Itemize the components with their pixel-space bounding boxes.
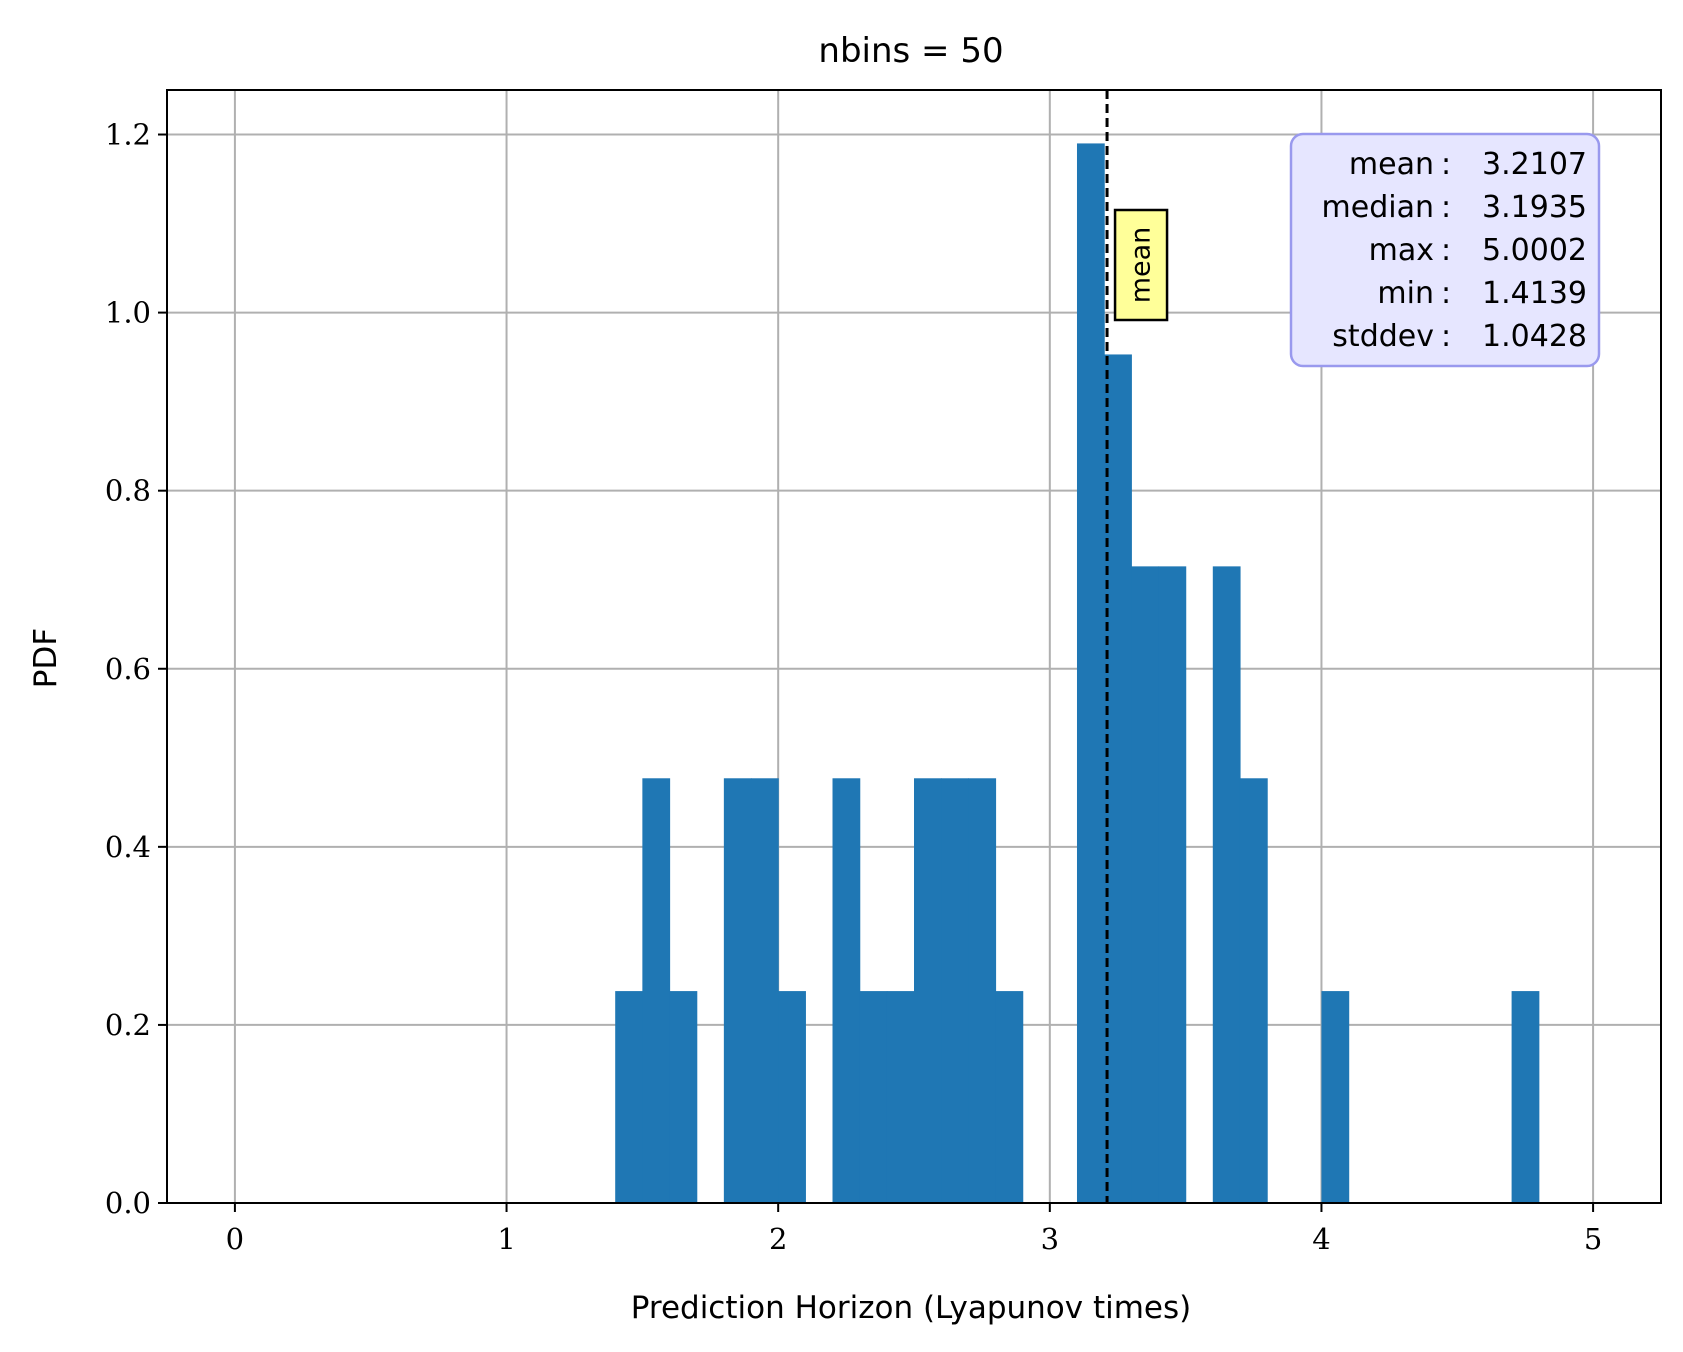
x-axis-label: Prediction Horizon (Lyapunov times)	[631, 1290, 1192, 1326]
histogram-bar	[914, 778, 942, 1203]
histogram-bar	[968, 778, 997, 1203]
histogram-bar	[1076, 143, 1105, 1204]
mean-label-box	[1113, 208, 1169, 322]
stats-colon: :	[1441, 190, 1451, 225]
grid	[167, 90, 1661, 1204]
histogram-bar	[1321, 991, 1350, 1203]
plot-frame	[166, 89, 1662, 1204]
x-tick-label: 4	[1312, 1222, 1330, 1256]
histogram-bar	[1511, 991, 1540, 1203]
x-tick-label: 2	[769, 1222, 787, 1256]
histogram-bar	[1104, 354, 1132, 1203]
mean-label-text: mean	[1126, 227, 1157, 304]
histogram-bar	[1212, 566, 1241, 1203]
y-tick-label: 0.0	[105, 1186, 151, 1220]
histogram-bar	[1131, 566, 1160, 1203]
x-tick-label: 5	[1584, 1222, 1602, 1256]
y-tick-label: 0.4	[105, 830, 151, 864]
bars	[615, 143, 1540, 1204]
x-tick-label: 1	[497, 1222, 515, 1256]
histogram-bar	[886, 991, 915, 1203]
histogram-bar	[941, 778, 969, 1203]
x-tick-label: 3	[1041, 1222, 1059, 1256]
histogram-bar	[669, 991, 698, 1203]
stats-colon: :	[1441, 147, 1451, 182]
stats-value: 3.2107	[1482, 147, 1587, 182]
stats-label: min	[1377, 276, 1434, 311]
stats-label: stddev	[1332, 319, 1434, 354]
stats-colon: :	[1441, 276, 1451, 311]
stats-value: 5.0002	[1482, 233, 1587, 268]
histogram-bar	[751, 778, 779, 1203]
y-tick-label: 0.6	[105, 652, 151, 686]
histogram-bar	[1158, 566, 1187, 1203]
histogram-bar	[642, 778, 671, 1203]
x-tick-label: 0	[226, 1222, 244, 1256]
histogram-bar	[723, 778, 752, 1203]
stats-value: 1.0428	[1482, 319, 1587, 354]
histogram-bar	[995, 991, 1024, 1203]
stats-label: max	[1369, 233, 1434, 268]
y-tick-label: 0.2	[105, 1008, 151, 1042]
y-tick-label: 1.0	[105, 296, 151, 330]
histogram-bar	[615, 991, 643, 1203]
histogram-bar	[778, 991, 806, 1203]
stats-box-background	[1289, 132, 1601, 368]
stats-box: mean:3.2107median:3.1935max:5.0002min:1.…	[1289, 132, 1601, 368]
stats-value: 3.1935	[1482, 190, 1587, 225]
axis-ticks: 0 1 2 3 4 5 0.0 0.2 0.4 0.6 0.8 1.0 1.2	[105, 118, 1602, 1256]
histogram-bar	[1239, 778, 1268, 1203]
y-axis-label: PDF	[28, 628, 64, 688]
histogram-bar	[832, 778, 861, 1203]
chart-title: nbins = 50	[818, 31, 1003, 71]
mean-label: mean	[1113, 208, 1169, 322]
y-tick-label: 1.2	[105, 118, 151, 152]
stats-value: 1.4139	[1482, 276, 1587, 311]
histogram-bar	[859, 991, 888, 1203]
y-tick-label: 0.8	[105, 474, 151, 508]
stats-label: mean	[1349, 147, 1434, 182]
stats-label: median	[1322, 190, 1434, 225]
stats-colon: :	[1441, 319, 1451, 354]
stats-colon: :	[1441, 233, 1451, 268]
